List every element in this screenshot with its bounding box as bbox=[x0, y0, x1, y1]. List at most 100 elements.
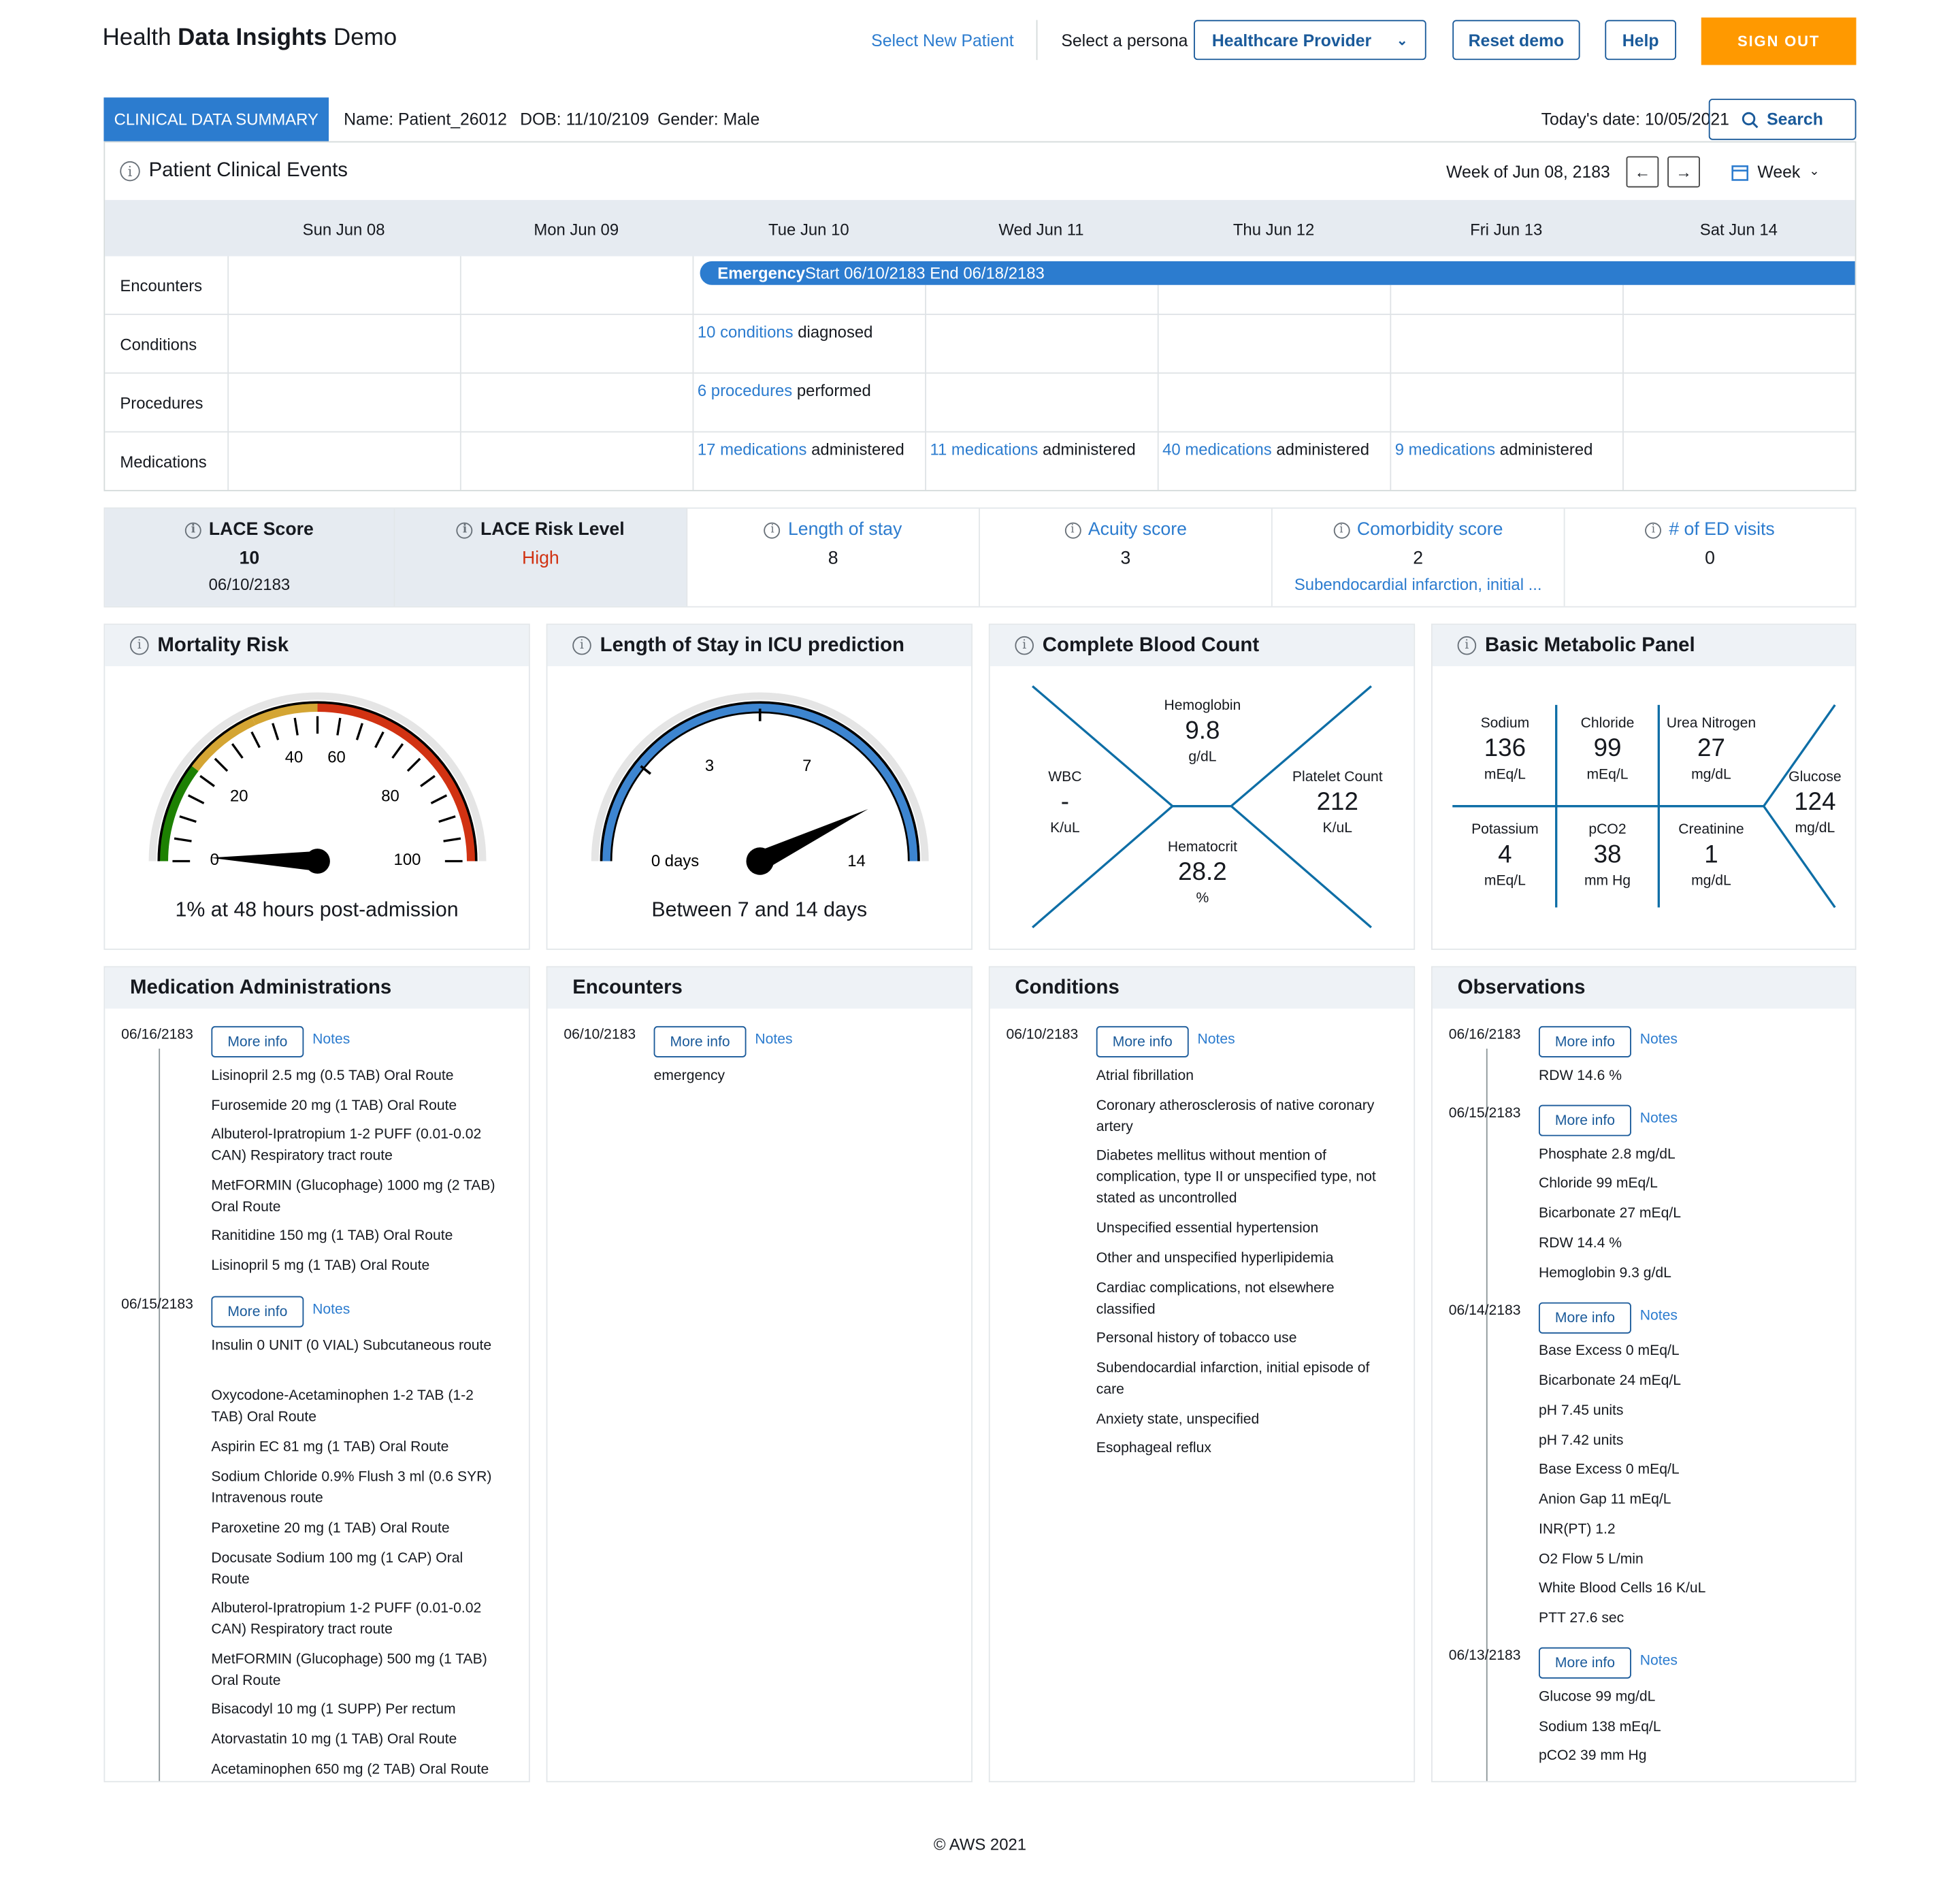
more-info-button[interactable]: More info bbox=[653, 1025, 747, 1057]
procedures-suffix: performed bbox=[792, 381, 871, 400]
panel-header: Observations bbox=[1432, 967, 1855, 1009]
gauge-tick bbox=[420, 774, 436, 787]
medications-cell: 40 medications administered bbox=[1162, 440, 1369, 459]
notes-link[interactable]: Notes bbox=[312, 1302, 350, 1317]
list-item: Oxycodone-Acetaminophen 1-2 TAB (1-2 TAB… bbox=[211, 1388, 474, 1425]
gauge-tick bbox=[443, 837, 461, 842]
reset-demo-button[interactable]: Reset demo bbox=[1452, 20, 1580, 61]
gauge-tick bbox=[336, 717, 342, 736]
conditions-link[interactable]: 10 conditions bbox=[697, 322, 794, 342]
list-item: Bicarbonate 24 mEq/L bbox=[1538, 1373, 1681, 1389]
info-icon[interactable]: i bbox=[1645, 521, 1662, 538]
comorbidity-score-title[interactable]: Comorbidity score bbox=[1356, 520, 1503, 540]
notes-link[interactable]: Notes bbox=[1639, 1032, 1678, 1048]
list-item: MetFORMIN (Glucophage) 1000 mg (2 TAB) O… bbox=[211, 1179, 495, 1215]
gauge-tick bbox=[406, 757, 421, 772]
more-info-button[interactable]: More info bbox=[1096, 1025, 1189, 1057]
bmp-value: 99 bbox=[1593, 734, 1622, 763]
conditions-cell: 10 conditions diagnosed bbox=[698, 323, 873, 342]
medications-link[interactable]: 9 medications bbox=[1394, 440, 1496, 459]
lace-score-date: 06/10/2183 bbox=[208, 574, 291, 594]
gauge-tick bbox=[179, 815, 197, 823]
procedures-link[interactable]: 6 procedures bbox=[697, 381, 793, 400]
encounter-event-bar[interactable]: Emergency Start 06/10/2183 End 06/18/218… bbox=[700, 261, 1855, 285]
more-info-button[interactable]: More info bbox=[211, 1025, 304, 1057]
more-info-button[interactable]: More info bbox=[211, 1296, 304, 1328]
gauge-ticks bbox=[640, 708, 762, 775]
list-item: Esophageal reflux bbox=[1096, 1441, 1211, 1456]
info-icon[interactable]: i bbox=[572, 636, 591, 655]
day-header: Fri Jun 13 bbox=[1470, 220, 1543, 239]
acuity-score-card: i Acuity score 3 bbox=[980, 508, 1273, 606]
length-of-stay-title[interactable]: Length of stay bbox=[787, 520, 902, 540]
notes-link[interactable]: Notes bbox=[1197, 1032, 1235, 1048]
bmp-value: 38 bbox=[1593, 841, 1622, 869]
prev-week-button[interactable]: ← bbox=[1626, 156, 1659, 188]
gauge-hub bbox=[746, 847, 774, 875]
procedures-cell: 6 procedures performed bbox=[698, 381, 871, 400]
medications-link[interactable]: 11 medications bbox=[930, 440, 1039, 459]
notes-link[interactable]: Notes bbox=[1639, 1111, 1678, 1126]
next-week-button[interactable]: → bbox=[1667, 156, 1700, 188]
medications-suffix: administered bbox=[806, 440, 904, 459]
medications-link[interactable]: 17 medications bbox=[697, 440, 807, 459]
list-item: Sodium Chloride 0.9% Flush 3 ml (0.6 SYR… bbox=[211, 1469, 492, 1507]
ed-visits-title[interactable]: # of ED visits bbox=[1669, 520, 1775, 540]
list-item: O2 Flow 5 L/min bbox=[1538, 1552, 1644, 1568]
comorbidity-detail-link[interactable]: Subendocardial infarction, initial ... bbox=[1294, 574, 1542, 594]
gauge-tick bbox=[214, 757, 229, 772]
info-icon[interactable]: i bbox=[1333, 521, 1350, 538]
info-icon[interactable]: i bbox=[1457, 636, 1477, 655]
gauge-tick-label: 14 bbox=[847, 852, 866, 870]
cbc-value: 9.8 bbox=[1185, 717, 1220, 745]
info-icon[interactable]: i bbox=[1064, 521, 1081, 538]
view-select[interactable]: Week ⌄ bbox=[1731, 163, 1820, 181]
gauge-tick-label: 100 bbox=[394, 851, 421, 869]
search-button[interactable]: Search bbox=[1708, 99, 1857, 140]
grid-line bbox=[105, 372, 1855, 374]
list-item: Atrial fibrillation bbox=[1096, 1068, 1194, 1084]
conditions-suffix: diagnosed bbox=[793, 322, 873, 342]
panel-header: Medication Administrations bbox=[105, 967, 529, 1009]
more-info-button[interactable]: More info bbox=[1538, 1302, 1631, 1334]
persona-select[interactable]: Healthcare Provider ⌄ bbox=[1194, 20, 1426, 61]
gauge-tick-label: 20 bbox=[230, 787, 248, 805]
score-strip bbox=[103, 507, 1857, 608]
gauge-hub bbox=[305, 849, 330, 874]
notes-link[interactable]: Notes bbox=[312, 1032, 350, 1048]
info-icon[interactable]: i bbox=[120, 161, 140, 182]
list-item: Subendocardial infarction, initial episo… bbox=[1096, 1361, 1370, 1398]
bmp-unit: mg/dL bbox=[1795, 821, 1835, 836]
gauge-needle bbox=[210, 851, 318, 872]
info-icon[interactable]: i bbox=[764, 521, 781, 538]
list-item: Paroxetine 20 mg (1 TAB) Oral Route bbox=[211, 1521, 450, 1537]
more-info-button[interactable]: More info bbox=[1538, 1104, 1631, 1136]
list-item: Bisacodyl 10 mg (1 SUPP) Per rectum bbox=[211, 1702, 456, 1718]
info-icon[interactable]: i bbox=[185, 521, 201, 538]
help-button[interactable]: Help bbox=[1605, 20, 1677, 61]
notes-link[interactable]: Notes bbox=[1639, 1309, 1678, 1324]
bmp-glucose: Glucose 124 mg/dL bbox=[1778, 770, 1852, 836]
panel-header: i Basic Metabolic Panel bbox=[1432, 625, 1855, 666]
chevron-down-icon: ⌄ bbox=[1396, 33, 1408, 48]
list-item: Chloride 99 mEq/L bbox=[1538, 1176, 1658, 1192]
notes-link[interactable]: Notes bbox=[755, 1032, 793, 1048]
bmp-label: Creatinine bbox=[1678, 822, 1744, 838]
acuity-score-title[interactable]: Acuity score bbox=[1088, 520, 1187, 540]
select-new-patient-link[interactable]: Select New Patient bbox=[871, 31, 1014, 50]
list-item: pH 7.42 units bbox=[1538, 1433, 1624, 1449]
more-info-button[interactable]: More info bbox=[1538, 1647, 1631, 1679]
info-icon[interactable]: i bbox=[1015, 636, 1034, 655]
gauge-tick-label: 0 bbox=[210, 851, 219, 869]
sign-out-button[interactable]: SIGN OUT bbox=[1701, 17, 1857, 65]
info-icon[interactable]: i bbox=[457, 521, 473, 538]
info-icon[interactable]: i bbox=[130, 636, 149, 655]
icu-los-panel: i Length of Stay in ICU prediction 0 days… bbox=[546, 623, 973, 950]
more-info-button[interactable]: More info bbox=[1538, 1025, 1631, 1057]
medications-link[interactable]: 40 medications bbox=[1162, 440, 1272, 459]
notes-link[interactable]: Notes bbox=[1639, 1653, 1678, 1669]
row-label-conditions: Conditions bbox=[120, 335, 197, 354]
cbc-hematocrit: Hematocrit 28.2 % bbox=[1140, 840, 1265, 906]
gauge-tick bbox=[250, 731, 261, 749]
clinical-data-summary-tab[interactable]: CLINICAL DATA SUMMARY bbox=[103, 97, 329, 142]
